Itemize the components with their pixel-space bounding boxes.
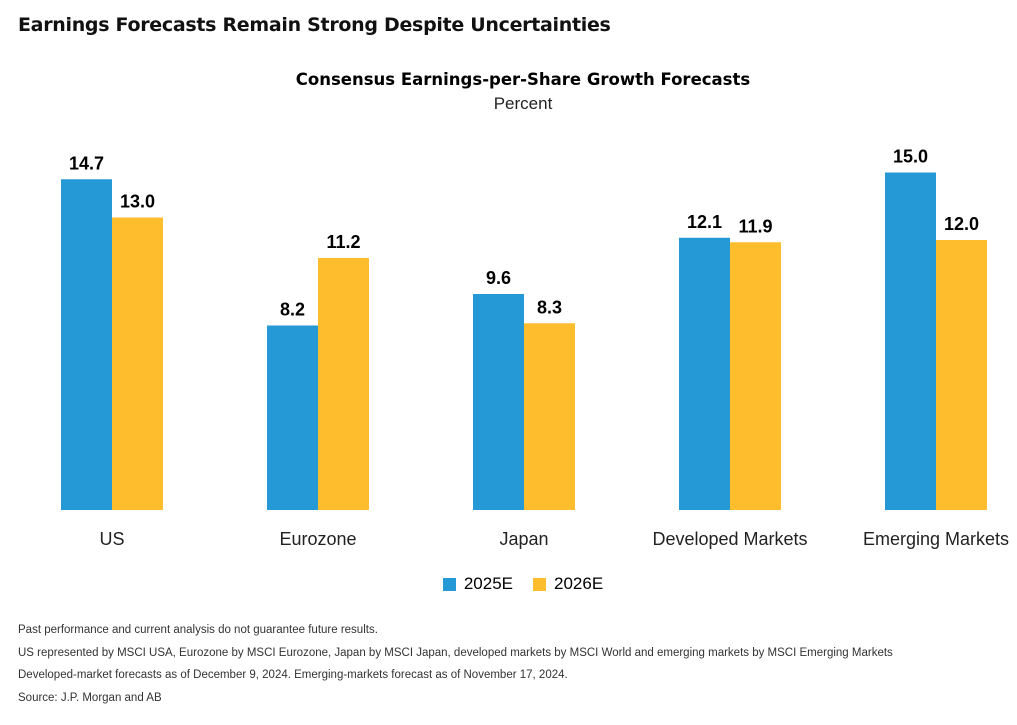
bar-chart: 14.7 13.0 US 8.2 11.2 Eurozone 9.6 8.3 Japan 12.1… (61, 147, 1009, 549)
bar-2025e-emerging-markets (885, 172, 936, 510)
data-label: 15.0 (893, 147, 928, 167)
data-label: 12.1 (687, 212, 722, 232)
bar-2025e-japan (473, 294, 524, 510)
legend-label-2025e: 2025E (463, 574, 513, 593)
footnotes: Past performance and current analysis do… (18, 622, 893, 712)
data-label: 12.0 (944, 214, 979, 234)
bar-2025e-eurozone (267, 325, 318, 510)
disclaimer-note: Past performance and current analysis do… (18, 624, 378, 636)
bar-2026e-eurozone (318, 258, 369, 510)
legend-swatch-2025e (442, 577, 456, 591)
page-headline: Earnings Forecasts Remain Strong Despite… (18, 14, 611, 36)
bar-2025e-developed-markets (679, 237, 730, 510)
data-label: 13.0 (120, 192, 155, 212)
category-label: Japan (499, 529, 548, 549)
legend-item-2026e: 2026E (533, 574, 603, 594)
bar-2026e-us (112, 217, 163, 510)
bar-2026e-japan (524, 323, 575, 510)
category-label: Eurozone (279, 529, 356, 549)
data-label: 9.6 (486, 268, 511, 288)
bar-2025e-us (61, 179, 112, 510)
chart-legend: 2025E 2026E (0, 574, 1017, 594)
bar-2026e-emerging-markets (936, 240, 987, 510)
legend-swatch-2026e (533, 577, 546, 591)
data-label: 11.2 (326, 232, 360, 252)
chart-subtitle: Percent (493, 94, 553, 113)
source-note: Source: J.P. Morgan and AB (18, 691, 162, 704)
category-label: US (99, 529, 124, 549)
data-label: 14.7 (69, 153, 104, 173)
chart-title: Consensus Earnings-per-Share Growth Fore… (295, 70, 751, 89)
data-label: 11.9 (738, 216, 772, 236)
category-label: Emerging Markets (863, 529, 1009, 549)
legend-item-2025e: 2025E (442, 574, 513, 594)
data-label: 8.3 (537, 297, 562, 317)
bar-2026e-developed-markets (730, 242, 781, 510)
category-label: Developed Markets (652, 529, 807, 549)
date-note: Developed-market forecasts as of Decembe… (18, 669, 568, 681)
legend-label-2026e: 2026E (554, 574, 604, 593)
data-label: 8.2 (280, 300, 305, 320)
index-note: US represented by MSCI USA, Eurozone by … (18, 646, 893, 659)
